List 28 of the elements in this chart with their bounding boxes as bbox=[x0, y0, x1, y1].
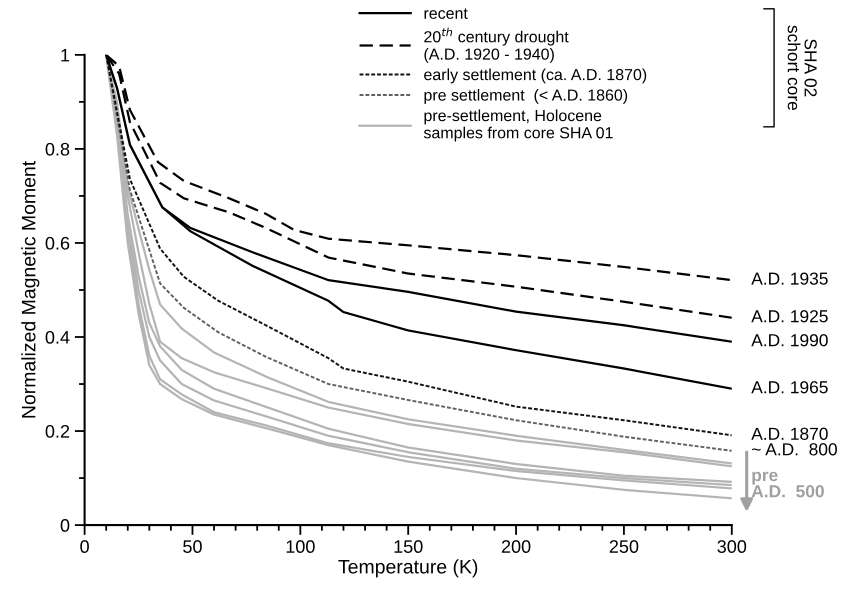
y-tick-label: 0.2 bbox=[46, 424, 70, 438]
legend-label: pre settlement (< A.D. 1860) bbox=[424, 88, 628, 104]
legend-label: pre-settlement, Holocene samples from core SHA 01 bbox=[424, 109, 613, 142]
x-tick-label: 100 bbox=[286, 540, 315, 553]
x-axis-title: Temperature (K) bbox=[338, 559, 478, 578]
legend-label: 20$^{th}$ century drought (A.D. 1920 - 1940) bbox=[424, 28, 569, 63]
x-tick-label: 0 bbox=[80, 540, 89, 553]
y-tick-label: 0 bbox=[60, 519, 70, 532]
x-tick-label: 250 bbox=[610, 540, 638, 553]
x-tick-label: 150 bbox=[394, 540, 423, 553]
legend-label: recent bbox=[424, 8, 468, 19]
y-tick-label: 0.4 bbox=[46, 330, 70, 344]
y-tick-label: 1 bbox=[61, 48, 70, 62]
y-axis-title: Normalized Magnetic Moment bbox=[21, 160, 40, 418]
text: A.D. 1990 bbox=[751, 334, 828, 346]
text: SHA 02 schort core bbox=[788, 25, 817, 110]
text: pre A.D. 500 bbox=[752, 472, 824, 498]
x-tick-label: 50 bbox=[183, 540, 202, 553]
text: ~ A.D. 800 bbox=[752, 443, 837, 456]
y-tick-label: 0.6 bbox=[46, 236, 70, 250]
text: A.D. 1925 bbox=[751, 310, 828, 322]
x-tick-label: 200 bbox=[502, 540, 530, 553]
text: A.D. 1870 bbox=[751, 428, 828, 440]
x-tick-label: 300 bbox=[717, 540, 746, 553]
legend-label: early settlement (ca. A.D. 1870) bbox=[424, 68, 646, 84]
y-tick-label: 0.8 bbox=[46, 142, 70, 156]
text: A.D. 1935 bbox=[751, 272, 828, 285]
text: A.D. 1965 bbox=[751, 381, 828, 394]
